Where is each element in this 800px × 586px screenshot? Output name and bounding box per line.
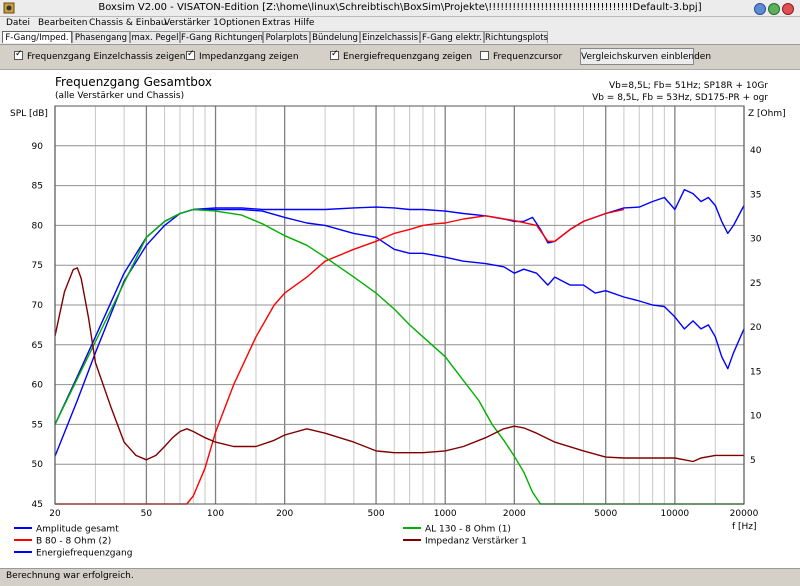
y-axis-label: SPL [dB] [10, 109, 48, 119]
plot-area: Frequenzgang Gesamtbox (alle Verstärker … [0, 70, 800, 568]
option-einzelchassis[interactable]: Frequenzgang Einzelchassis zeigen [14, 49, 186, 62]
y2-tick-label: 5 [750, 456, 756, 466]
einzelchassis-checkbox[interactable] [14, 49, 23, 60]
x-tick-label: 20000 [730, 509, 759, 519]
option-cursor[interactable]: Frequenzcursor [480, 51, 562, 62]
y2-tick-label: 35 [750, 190, 761, 200]
legend-label-1: Energiefrequenzgang [36, 549, 132, 559]
chart-info-line-1: Vb=8,5L; Fb= 51Hz; SP18R + 10Gr [609, 81, 768, 91]
y2-tick-label: 10 [750, 412, 762, 422]
y-tick-label: 45 [32, 500, 43, 510]
x-tick-label: 20 [49, 509, 61, 519]
legend-label-4: Impedanz Verstärker 1 [425, 537, 527, 547]
menu-item-1[interactable]: Bearbeiten [38, 18, 88, 28]
grid-layer [54, 106, 745, 505]
series-line-3 [54, 208, 744, 505]
tab-bar: F-Gang/Imped. Phasengang max. Pegel F-Gang … [0, 31, 800, 45]
y-tick-label: 60 [32, 381, 44, 391]
y2-axis-label: Z [Ohm] [748, 109, 786, 119]
window-title: Boxsim V2.00 - VISATON-Edition [Z:\home\… [98, 2, 702, 13]
status-text: Berechnung war erfolgreich. [6, 571, 134, 581]
tab-7[interactable]: F-Gang elektr. [420, 31, 484, 43]
tab-1[interactable]: Phasengang [72, 31, 130, 43]
energie-checkbox[interactable] [330, 49, 339, 60]
series-line-4 [54, 267, 744, 463]
frequency-response-chart: Frequenzgang Gesamtbox (alle Verstärker … [10, 75, 786, 559]
y2-tick-label: 40 [750, 146, 762, 156]
x-tick-label: 5000 [594, 509, 617, 519]
tab-6[interactable]: Einzelchassis [360, 31, 420, 43]
legend-label-2: B 80 - 8 Ohm (2) [36, 537, 111, 547]
compare-curves-button[interactable]: Vergleichskurven einblenden [580, 48, 711, 65]
tab-4[interactable]: Polarplots [263, 31, 310, 43]
menu-item-5[interactable]: Extras [262, 18, 291, 28]
x-tick-label: 2000 [503, 509, 526, 519]
x-tick-label: 10000 [661, 509, 690, 519]
option-impedanz[interactable]: Impedanzgang zeigen [186, 49, 299, 62]
status-bar: Berechnung war erfolgreich. [0, 568, 800, 586]
y-tick-label: 70 [32, 301, 44, 311]
menu-item-2[interactable]: Chassis & Einbau [89, 18, 167, 28]
tick-labels: 20 50 100 200 500 1000 2000 5000 10000 20000 45 50 5… [32, 142, 762, 519]
tab-5[interactable]: Bündelung [310, 31, 360, 43]
tab-8[interactable]: Richtungsplots [484, 31, 548, 43]
y-tick-label: 85 [32, 182, 43, 192]
maximize-icon[interactable] [768, 3, 780, 15]
chart-subtitle: (alle Verstärker und Chassis) [55, 91, 184, 101]
y-tick-label: 75 [32, 261, 43, 271]
y-tick-label: 65 [32, 341, 43, 351]
y-tick-label: 90 [32, 142, 44, 152]
series-line-2 [55, 208, 625, 505]
y2-tick-label: 25 [750, 279, 761, 289]
series-line-1 [54, 188, 745, 457]
minimize-icon[interactable] [754, 3, 766, 15]
menu-item-4[interactable]: Optionen [219, 18, 261, 28]
cursor-checkbox[interactable] [480, 51, 489, 60]
x-tick-label: 100 [207, 509, 224, 519]
x-tick-label: 200 [276, 509, 293, 519]
plot-frame [54, 105, 745, 505]
tab-2[interactable]: max. Pegel [130, 31, 180, 43]
options-bar: Frequenzgang Einzelchassis zeigen Impeda… [0, 45, 800, 70]
cursor-label: Frequenzcursor [493, 52, 563, 62]
series-layer [54, 188, 745, 505]
option-energie[interactable]: Energiefrequenzgang zeigen [330, 49, 473, 62]
legend-label-0: Amplitude gesamt [36, 525, 119, 535]
menu-item-3[interactable]: Verstärker 1 [164, 18, 219, 28]
app-icon [3, 2, 15, 14]
menu-bar: Datei Bearbeiten Chassis & Einbau Verstärke… [0, 17, 800, 31]
series-line-0 [54, 208, 745, 425]
einzelchassis-label: Frequenzgang Einzelchassis zeigen [27, 52, 186, 62]
x-axis-label: f [Hz] [732, 522, 757, 532]
energie-label: Energiefrequenzgang zeigen [343, 52, 473, 62]
y-tick-label: 55 [32, 420, 43, 430]
window-titlebar: Boxsim V2.00 - VISATON-Edition [Z:\home\… [0, 0, 800, 17]
tab-3[interactable]: F-Gang Richtungen [180, 31, 263, 43]
legend: Amplitude gesamt Energiefrequenzgang B 80 … [14, 525, 527, 559]
tab-0[interactable]: F-Gang/Imped. [2, 31, 72, 43]
close-icon[interactable] [782, 3, 794, 15]
legend-label-3: AL 130 - 8 Ohm (1) [425, 525, 511, 535]
x-tick-label: 1000 [434, 509, 457, 519]
x-tick-label: 50 [141, 509, 153, 519]
y2-tick-label: 20 [750, 323, 762, 333]
chart-title: Frequenzgang Gesamtbox [55, 75, 212, 89]
impedanz-checkbox[interactable] [186, 49, 195, 60]
menu-item-0[interactable]: Datei [6, 18, 31, 28]
y2-tick-label: 30 [750, 235, 762, 245]
menu-item-6[interactable]: Hilfe [294, 18, 315, 28]
impedanz-label: Impedanzgang zeigen [199, 52, 299, 62]
y-tick-label: 50 [32, 460, 44, 470]
y2-tick-label: 15 [750, 367, 761, 377]
x-tick-label: 500 [367, 509, 384, 519]
y-tick-label: 80 [32, 221, 44, 231]
chart-info-line-2: Vb = 8,5L, Fb = 53Hz, SD175-PR + ogr [592, 93, 768, 103]
